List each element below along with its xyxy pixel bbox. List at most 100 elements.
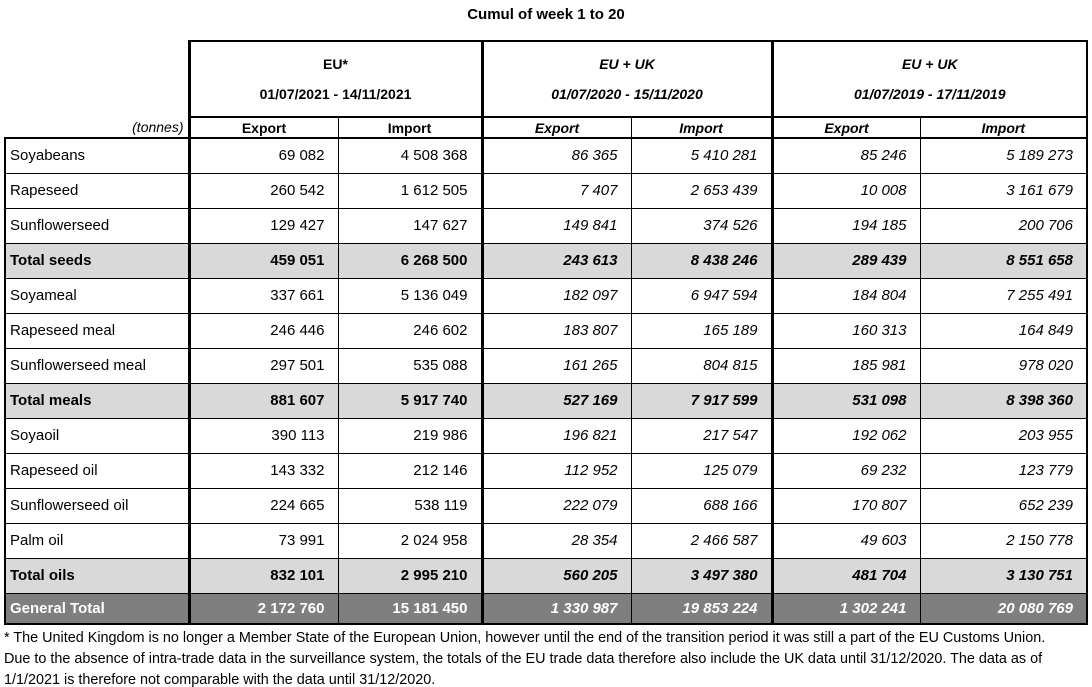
- group-period: 01/07/2020 - 15/11/2020: [551, 86, 703, 102]
- value-cell: 688 166: [630, 487, 773, 524]
- row-label: Palm oil: [4, 522, 190, 559]
- value-cell: 3 161 679: [919, 172, 1088, 209]
- value-cell: 481 704: [770, 557, 921, 594]
- value-cell: 222 079: [480, 487, 632, 524]
- value-cell: 5 136 049: [337, 277, 483, 314]
- row-label: Rapeseed oil: [4, 452, 190, 489]
- value-cell: 8 551 658: [919, 242, 1088, 279]
- footnote-line: Due to the absence of intra-trade data i…: [4, 651, 1043, 667]
- footnote-line: 1/1/2021 is therefore not comparable wit…: [4, 672, 436, 687]
- group-name: EU*: [323, 56, 348, 72]
- value-cell: 2 995 210: [337, 557, 483, 594]
- total-row: Total oils 832 101 2 995 210 560 205 3 497 3…: [4, 557, 1088, 594]
- value-cell: 652 239: [919, 487, 1088, 524]
- value-cell: 20 080 769: [919, 592, 1088, 625]
- value-cell: 160 313: [770, 312, 921, 349]
- value-cell: 1 612 505: [337, 172, 483, 209]
- value-cell: 4 508 368: [337, 137, 483, 174]
- group-period: 01/07/2021 - 14/11/2021: [259, 86, 412, 102]
- import-column-header: Import: [630, 116, 773, 139]
- value-cell: 2 024 958: [337, 522, 483, 559]
- value-cell: 69 082: [187, 137, 339, 174]
- value-cell: 165 189: [630, 312, 773, 349]
- value-cell: 224 665: [187, 487, 339, 524]
- value-cell: 5 410 281: [630, 137, 773, 174]
- value-cell: 212 146: [337, 452, 483, 489]
- corner-cell: [5, 41, 189, 117]
- row-label: Total meals: [4, 382, 190, 419]
- value-cell: 200 706: [919, 207, 1088, 244]
- table-row: Sunflowerseed oil 224 665 538 119 222 079 68…: [4, 487, 1088, 524]
- value-cell: 390 113: [187, 417, 339, 454]
- value-cell: 337 661: [187, 277, 339, 314]
- value-cell: 161 265: [480, 347, 632, 384]
- value-cell: 125 079: [630, 452, 773, 489]
- value-cell: 5 917 740: [337, 382, 483, 419]
- value-cell: 560 205: [480, 557, 632, 594]
- row-label: Rapeseed meal: [4, 312, 190, 349]
- page-title: Cumul of week 1 to 20: [467, 6, 625, 23]
- group-name: EU + UK: [599, 56, 655, 72]
- value-cell: 7 917 599: [630, 382, 773, 419]
- value-cell: 260 542: [187, 172, 339, 209]
- row-label: Soyaoil: [4, 417, 190, 454]
- footnote: * The United Kingdom is no longer a Memb…: [4, 628, 1092, 687]
- value-cell: 85 246: [770, 137, 921, 174]
- table-row: Rapeseed meal 246 446 246 602 183 807 165 18…: [4, 312, 1088, 349]
- row-label: Soyameal: [4, 277, 190, 314]
- row-label: Soyabeans: [4, 137, 190, 174]
- value-cell: 2 172 760: [187, 592, 339, 625]
- table-row: Soyaoil 390 113 219 986 196 821 217 547 192 0…: [4, 417, 1088, 454]
- table-row: Rapeseed oil 143 332 212 146 112 952 125 079…: [4, 452, 1088, 489]
- value-cell: 804 815: [630, 347, 773, 384]
- value-cell: 194 185: [770, 207, 921, 244]
- group-header-row: EU* 01/07/2021 - 14/11/2021 EU + UK 01/0…: [5, 40, 1088, 118]
- value-cell: 832 101: [187, 557, 339, 594]
- value-cell: 112 952: [480, 452, 632, 489]
- value-cell: 531 098: [770, 382, 921, 419]
- export-column-header: Export: [187, 116, 339, 139]
- value-cell: 149 841: [480, 207, 632, 244]
- value-cell: 28 354: [480, 522, 632, 559]
- value-cell: 182 097: [480, 277, 632, 314]
- value-cell: 86 365: [480, 137, 632, 174]
- value-cell: 5 189 273: [919, 137, 1088, 174]
- import-column-header: Import: [337, 116, 483, 139]
- value-cell: 246 602: [337, 312, 483, 349]
- value-cell: 527 169: [480, 382, 632, 419]
- value-cell: 185 981: [770, 347, 921, 384]
- row-label: General Total: [4, 592, 190, 625]
- unit-label: (tonnes): [5, 117, 189, 139]
- value-cell: 217 547: [630, 417, 773, 454]
- footnote-line: * The United Kingdom is no longer a Memb…: [4, 630, 1046, 646]
- group-name: EU + UK: [901, 56, 958, 72]
- value-cell: 3 130 751: [919, 557, 1088, 594]
- value-cell: 6 947 594: [630, 277, 773, 314]
- value-cell: 19 853 224: [630, 592, 773, 625]
- table-row: Palm oil 73 991 2 024 958 28 354 2 466 587 49…: [4, 522, 1088, 559]
- value-cell: 10 008: [770, 172, 921, 209]
- value-cell: 219 986: [337, 417, 483, 454]
- value-cell: 2 466 587: [630, 522, 773, 559]
- value-cell: 164 849: [919, 312, 1088, 349]
- value-cell: 143 332: [187, 452, 339, 489]
- row-label: Rapeseed: [4, 172, 190, 209]
- value-cell: 8 438 246: [630, 242, 773, 279]
- value-cell: 2 150 778: [919, 522, 1088, 559]
- value-cell: 7 255 491: [919, 277, 1088, 314]
- value-cell: 73 991: [187, 522, 339, 559]
- value-cell: 196 821: [480, 417, 632, 454]
- row-label: Sunflowerseed: [4, 207, 190, 244]
- value-cell: 978 020: [919, 347, 1088, 384]
- value-cell: 192 062: [770, 417, 921, 454]
- row-label: Sunflowerseed meal: [4, 347, 190, 384]
- value-cell: 203 955: [919, 417, 1088, 454]
- value-cell: 289 439: [770, 242, 921, 279]
- value-cell: 1 302 241: [770, 592, 921, 625]
- value-cell: 297 501: [187, 347, 339, 384]
- total-row: Total seeds 459 051 6 268 500 243 613 8 438 …: [4, 242, 1088, 279]
- row-label: Total oils: [4, 557, 190, 594]
- value-cell: 69 232: [770, 452, 921, 489]
- value-cell: 535 088: [337, 347, 483, 384]
